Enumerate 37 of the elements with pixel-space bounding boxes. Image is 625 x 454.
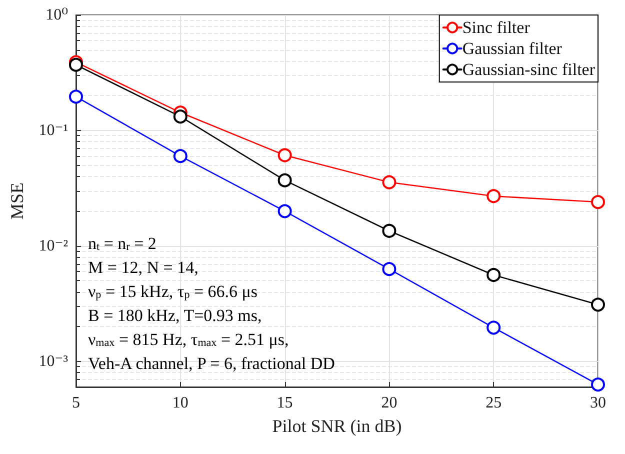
point [486,320,501,335]
point [591,195,605,210]
x-tick-label: 10 [172,394,188,412]
point [278,173,292,188]
annotation: Veh-A channel, P = 6, fractional DD [88,354,335,373]
annotation: nt = nr = 2 [88,234,156,253]
point [486,268,501,282]
x-axis-title: Pilot SNR (in dB) [272,416,402,436]
point [173,149,188,164]
legend-label: Gaussian-sinc filter [462,60,596,79]
y-tick-label: 10⁻¹ [38,122,68,139]
y-tick-label: 10⁻³ [38,352,68,370]
point [591,298,605,312]
point [173,110,188,124]
point [382,224,396,238]
annotation: B = 180 kHz, T=0.93 ms, [88,306,262,325]
annotation: M = 12, N = 14, [88,258,198,277]
annotation: νmax = 815 Hz, τmax = 2.51 μs, [88,330,289,349]
point [278,148,292,162]
point [591,378,605,392]
point [486,189,501,204]
annotation: νp = 15 kHz, τp = 66.6 μs [88,282,258,301]
y-tick-label: 10⁻² [38,237,68,254]
legend-label: Sinc filter [462,18,530,37]
x-tick-label: 30 [590,394,606,412]
y-tick-label: 10⁰ [46,6,68,24]
x-tick-label: 20 [381,394,398,412]
x-tick-label: 15 [276,394,293,412]
point [382,262,396,276]
point [69,90,83,104]
x-tick-label: 25 [486,394,502,412]
y-axis-title: MSE [7,182,27,220]
point [382,175,396,190]
legend-label: Gaussian filter [462,39,562,58]
x-tick-label: 5 [72,394,80,412]
point [278,204,292,218]
point [69,58,83,72]
